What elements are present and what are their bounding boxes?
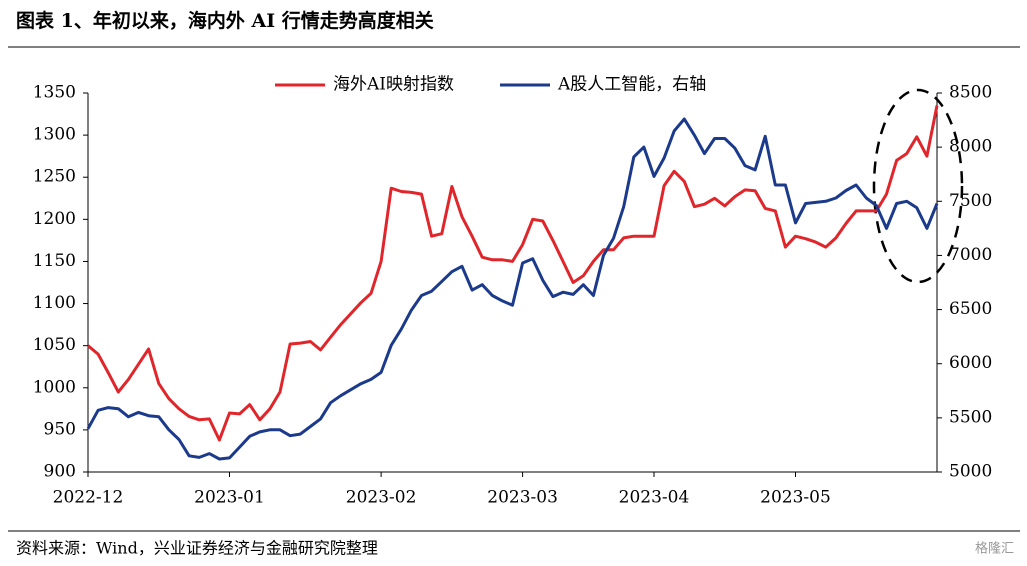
- y-tick-label: 1150: [33, 251, 76, 271]
- x-tick-label: 2023-03: [487, 488, 558, 508]
- highlight-ellipse: [872, 88, 964, 284]
- y-tick-label: 1050: [33, 335, 76, 355]
- x-tick-label: 2022-12: [53, 488, 124, 508]
- legend-label: A股人工智能，右轴: [557, 75, 706, 95]
- x-tick-label: 2023-04: [619, 488, 690, 508]
- y-tick-label: 950: [44, 419, 76, 439]
- series-line: [86, 117, 939, 461]
- y-tick-label: 1100: [33, 293, 76, 313]
- y2-tick-label: 6000: [949, 353, 992, 373]
- legend-label: 海外AI映射指数: [333, 75, 454, 95]
- y2-tick-label: 6500: [949, 299, 992, 319]
- y2-tick-label: 7000: [949, 245, 992, 265]
- series-line: [87, 105, 939, 442]
- y-tick-label: 1350: [33, 83, 76, 103]
- y2-tick-label: 7500: [949, 191, 992, 211]
- y2-tick-label: 5500: [949, 407, 992, 427]
- x-tick-label: 2023-05: [760, 488, 831, 508]
- y-tick-label: 1250: [33, 167, 76, 187]
- y2-tick-label: 5000: [949, 462, 992, 482]
- source: 资料来源：Wind，兴业证券经济与金融研究院整理: [16, 539, 378, 558]
- watermark: 格隆汇: [975, 541, 1014, 557]
- y-tick-label: 1200: [33, 209, 76, 229]
- x-tick-label: 2023-01: [194, 488, 265, 508]
- chart-title: 图表 1、年初以来，海内外 AI 行情走势高度相关: [16, 9, 434, 32]
- x-tick-label: 2023-02: [346, 488, 417, 508]
- y2-tick-label: 8000: [949, 137, 992, 157]
- y-tick-label: 1000: [33, 377, 76, 397]
- y-tick-label: 1300: [33, 125, 76, 145]
- y2-tick-label: 8500: [949, 83, 992, 103]
- y-tick-label: 900: [44, 462, 76, 482]
